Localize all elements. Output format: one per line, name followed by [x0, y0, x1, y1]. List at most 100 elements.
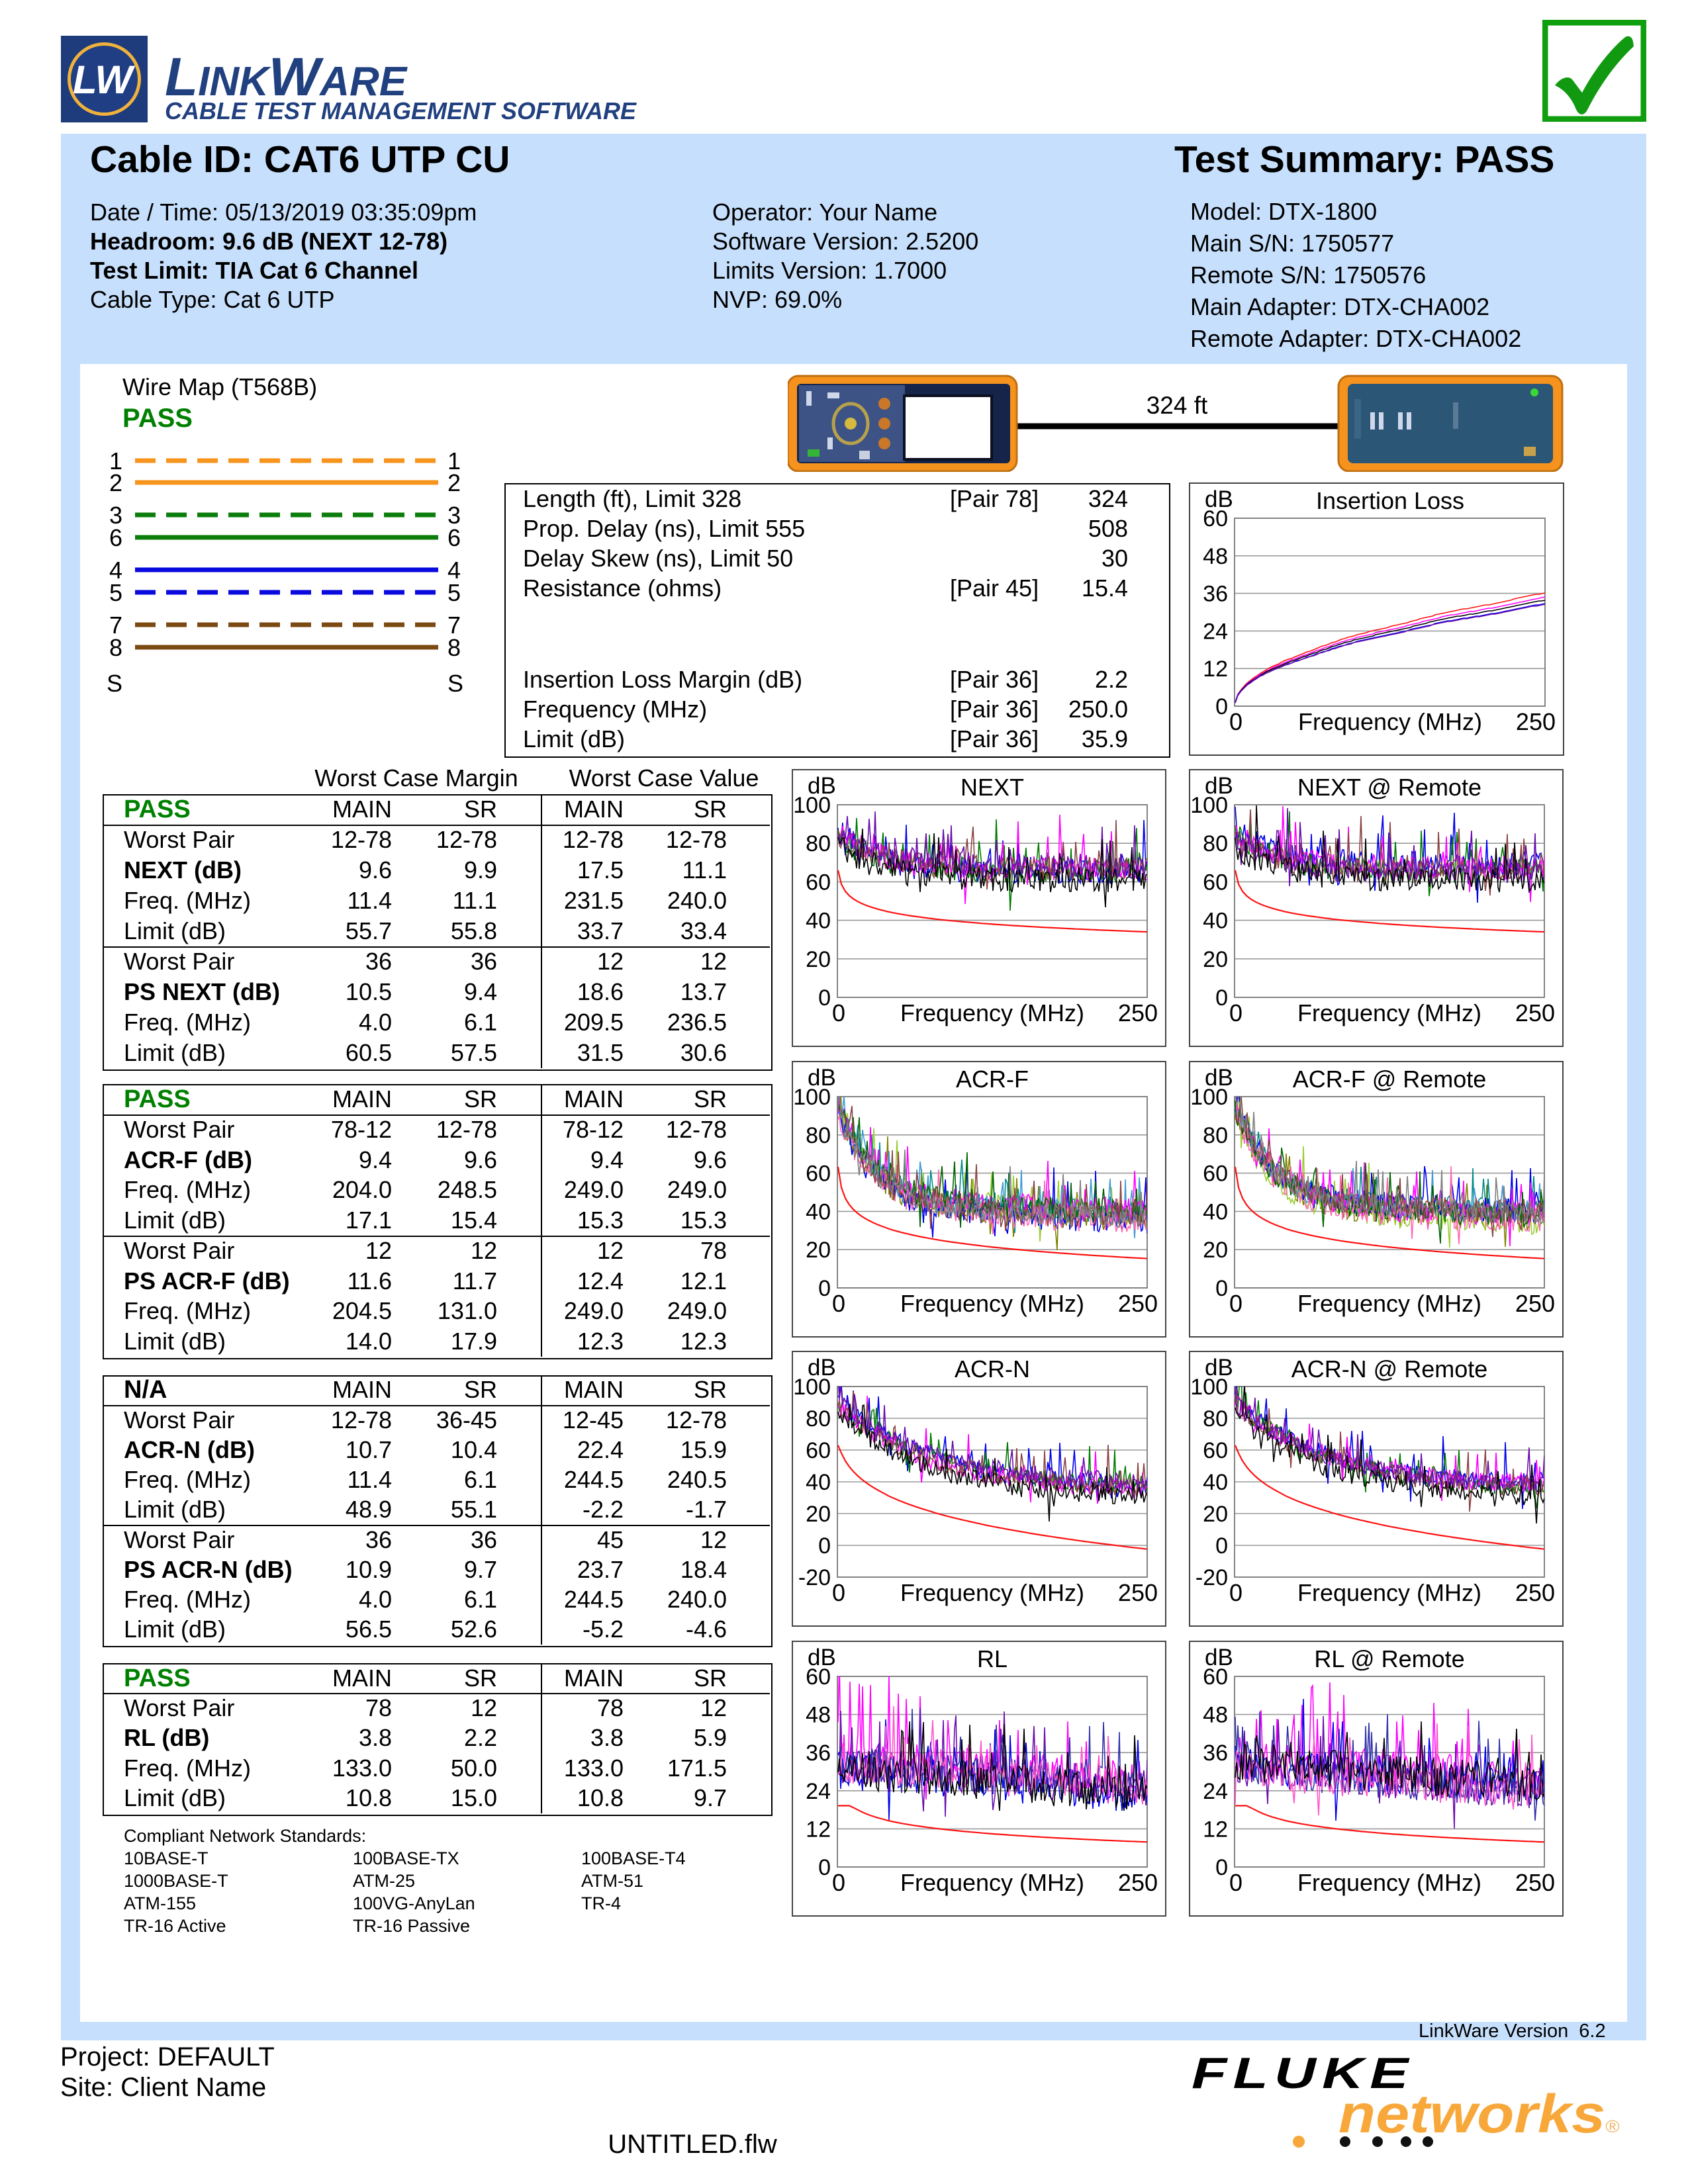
svg-text:5: 5: [109, 579, 122, 606]
svg-text:60: 60: [1203, 1664, 1228, 1690]
svg-text:5: 5: [447, 579, 461, 606]
svg-text:Frequency (MHz): Frequency (MHz): [1297, 999, 1481, 1026]
svg-text:60: 60: [1203, 1161, 1228, 1187]
svg-text:7: 7: [447, 612, 461, 639]
svg-text:250: 250: [1515, 999, 1555, 1026]
svg-text:dB: dB: [808, 1645, 836, 1670]
svg-text:Frequency (MHz): Frequency (MHz): [900, 999, 1084, 1026]
svg-text:40: 40: [806, 1470, 831, 1495]
svg-text:0: 0: [1215, 694, 1228, 719]
svg-text:250: 250: [1118, 999, 1158, 1026]
svg-text:20: 20: [1203, 947, 1228, 972]
svg-text:Frequency (MHz): Frequency (MHz): [900, 1290, 1084, 1317]
svg-text:100: 100: [793, 793, 831, 818]
svg-text:RL @ Remote: RL @ Remote: [1314, 1645, 1464, 1672]
svg-text:Frequency (MHz): Frequency (MHz): [1297, 1869, 1481, 1896]
svg-text:3: 3: [447, 502, 461, 529]
svg-text:60: 60: [1203, 870, 1228, 895]
svg-text:80: 80: [806, 1406, 831, 1432]
svg-text:20: 20: [806, 947, 831, 972]
svg-text:0: 0: [818, 985, 831, 1011]
svg-text:250: 250: [1118, 1290, 1158, 1317]
svg-text:40: 40: [806, 1199, 831, 1224]
svg-text:2: 2: [109, 469, 122, 496]
svg-text:RL: RL: [977, 1645, 1008, 1672]
svg-text:4: 4: [447, 557, 461, 584]
svg-text:250: 250: [1516, 708, 1556, 735]
svg-text:250: 250: [1515, 1579, 1555, 1606]
svg-text:4: 4: [109, 557, 122, 584]
svg-text:7: 7: [109, 612, 122, 639]
svg-text:0: 0: [832, 999, 845, 1026]
svg-text:36: 36: [1203, 1741, 1228, 1766]
svg-text:48: 48: [1203, 544, 1228, 569]
svg-text:250: 250: [1515, 1290, 1555, 1317]
svg-text:0: 0: [1229, 1290, 1243, 1317]
svg-text:NEXT @ Remote: NEXT @ Remote: [1297, 774, 1481, 801]
svg-text:324 ft: 324 ft: [1147, 392, 1208, 419]
svg-text:S: S: [447, 670, 463, 697]
svg-text:40: 40: [806, 909, 831, 934]
svg-text:0: 0: [1215, 985, 1228, 1011]
svg-text:-20: -20: [1196, 1565, 1228, 1590]
svg-text:60: 60: [1203, 1438, 1228, 1463]
svg-text:0: 0: [1215, 1855, 1228, 1880]
svg-text:36: 36: [1203, 582, 1228, 607]
svg-text:0: 0: [832, 1290, 845, 1317]
svg-text:60: 60: [806, 870, 831, 895]
svg-text:dB: dB: [1205, 1355, 1233, 1381]
svg-text:6: 6: [109, 524, 122, 551]
svg-text:100: 100: [1190, 1085, 1228, 1110]
svg-text:dB: dB: [1205, 1065, 1233, 1091]
svg-text:1: 1: [109, 447, 122, 475]
svg-text:0: 0: [1229, 1869, 1243, 1896]
svg-text:40: 40: [1203, 1199, 1228, 1224]
svg-text:0: 0: [832, 1579, 845, 1606]
svg-text:LW: LW: [73, 58, 135, 102]
svg-text:dB: dB: [1205, 1645, 1233, 1670]
svg-text:80: 80: [806, 831, 831, 856]
svg-text:20: 20: [1203, 1502, 1228, 1527]
svg-text:24: 24: [806, 1779, 831, 1804]
svg-text:12: 12: [1203, 657, 1228, 682]
svg-text:0: 0: [818, 1855, 831, 1880]
svg-text:48: 48: [806, 1703, 831, 1728]
svg-text:60: 60: [806, 1664, 831, 1690]
svg-text:80: 80: [806, 1123, 831, 1148]
svg-text:-20: -20: [798, 1565, 831, 1590]
svg-text:ACR-N @ Remote: ACR-N @ Remote: [1291, 1355, 1488, 1383]
svg-text:0: 0: [1215, 1276, 1228, 1301]
svg-text:0: 0: [818, 1276, 831, 1301]
svg-text:8: 8: [109, 634, 122, 661]
svg-text:80: 80: [1203, 831, 1228, 856]
svg-text:ACR-F: ACR-F: [956, 1066, 1029, 1093]
svg-text:24: 24: [1203, 1779, 1228, 1804]
svg-text:100: 100: [793, 1085, 831, 1110]
svg-text:Frequency (MHz): Frequency (MHz): [900, 1579, 1084, 1606]
svg-text:24: 24: [1203, 619, 1228, 644]
svg-text:100: 100: [1190, 1375, 1228, 1400]
svg-text:dB: dB: [808, 773, 836, 799]
svg-text:Frequency (MHz): Frequency (MHz): [1297, 1290, 1481, 1317]
svg-text:S: S: [107, 670, 122, 697]
svg-text:1: 1: [447, 447, 461, 475]
svg-text:dB: dB: [808, 1065, 836, 1091]
svg-text:48: 48: [1203, 1703, 1228, 1728]
svg-text:60: 60: [806, 1161, 831, 1187]
svg-text:0: 0: [818, 1533, 831, 1559]
svg-text:12: 12: [1203, 1817, 1228, 1842]
svg-text:3: 3: [109, 502, 122, 529]
svg-text:20: 20: [806, 1502, 831, 1527]
svg-text:Frequency (MHz): Frequency (MHz): [1297, 1579, 1481, 1606]
svg-text:NEXT: NEXT: [961, 774, 1024, 801]
svg-text:250: 250: [1118, 1579, 1158, 1606]
svg-text:12: 12: [806, 1817, 831, 1842]
svg-text:dB: dB: [808, 1355, 836, 1381]
svg-text:250: 250: [1118, 1869, 1158, 1896]
svg-text:40: 40: [1203, 909, 1228, 934]
svg-text:100: 100: [793, 1375, 831, 1400]
svg-text:Frequency (MHz): Frequency (MHz): [1298, 708, 1482, 735]
svg-text:36: 36: [806, 1741, 831, 1766]
svg-text:ACR-N: ACR-N: [955, 1355, 1030, 1383]
svg-text:60: 60: [806, 1438, 831, 1463]
